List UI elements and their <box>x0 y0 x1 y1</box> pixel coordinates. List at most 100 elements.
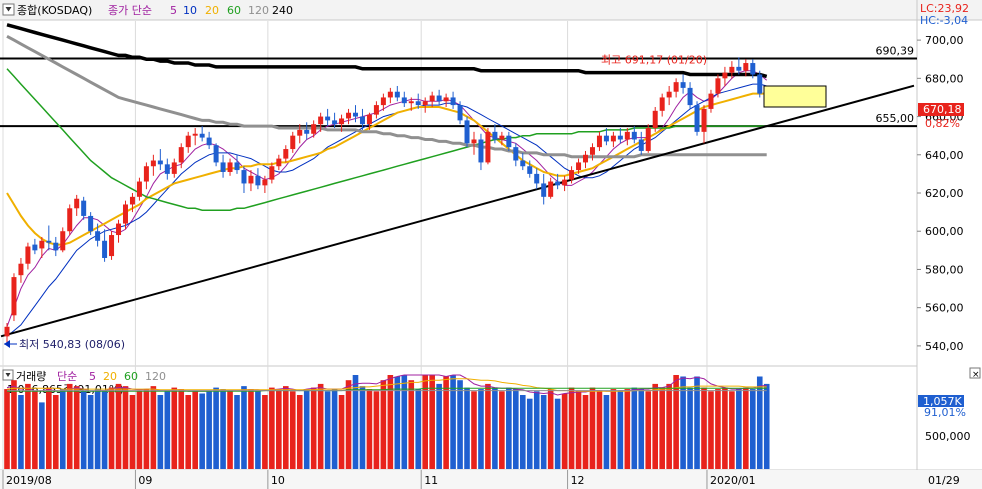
candle <box>729 61 735 79</box>
volume-close-button[interactable]: × <box>969 367 981 380</box>
volume-bar <box>59 389 66 469</box>
volume-bar <box>317 383 324 469</box>
volume-bar <box>331 389 338 469</box>
candle <box>596 131 602 151</box>
volume-bar <box>680 376 686 469</box>
candle-body <box>380 97 386 106</box>
candle-body <box>541 183 547 197</box>
candle <box>680 74 686 94</box>
current-price-badge: 670,18 0,82% <box>918 103 964 130</box>
volume-bar <box>526 398 533 469</box>
candle-body <box>576 162 582 171</box>
candle <box>116 219 122 243</box>
resistance-line-label: 690,39 <box>876 44 915 57</box>
candle <box>325 108 331 127</box>
support-line-label: 655,00 <box>876 112 915 125</box>
volume-menu-button[interactable] <box>2 369 14 381</box>
volume-bar <box>101 391 108 469</box>
volume-bar <box>269 387 275 469</box>
candle-body <box>443 97 449 102</box>
price-plot: 690,39 655,00 최고 691,17 (01/20) 최저 540,8… <box>0 23 917 351</box>
candle-body <box>199 133 205 138</box>
volume-bar <box>464 387 470 469</box>
candle <box>4 322 10 344</box>
volume-bar <box>157 395 164 469</box>
volume-bar <box>178 389 185 469</box>
candle <box>269 162 275 184</box>
volume-bar <box>164 391 171 469</box>
volume-bar <box>143 389 150 469</box>
candle <box>645 124 651 153</box>
candle <box>304 122 310 140</box>
current-price: 670,18 <box>923 103 962 116</box>
candle <box>401 91 407 107</box>
candle-body <box>680 82 686 88</box>
volume-bar <box>596 391 603 469</box>
volume-bar <box>18 395 24 469</box>
candle-body <box>353 112 358 117</box>
candle <box>109 231 115 260</box>
candle <box>122 200 128 230</box>
volume-badge: 1,057K 91,01% <box>918 395 966 419</box>
triangle-down-icon <box>5 373 11 377</box>
last-date: 01/29 <box>928 474 960 487</box>
price-tick-label: 700,00 <box>925 34 964 47</box>
candle <box>631 126 637 144</box>
time-tick-label: 10 <box>271 474 285 487</box>
candle-body <box>492 131 498 140</box>
candle <box>129 193 135 213</box>
volume-bar <box>485 383 491 469</box>
candle-body <box>262 179 268 186</box>
volume-bar <box>310 387 317 469</box>
volume-bar <box>394 376 401 469</box>
candle-body <box>339 118 345 125</box>
ma-line-5 <box>6 70 768 327</box>
volume-bar <box>694 376 700 469</box>
volume-bar <box>199 393 205 469</box>
candle <box>241 166 247 193</box>
candle-body <box>171 162 177 174</box>
candle <box>422 97 428 113</box>
candle-body <box>652 110 658 129</box>
candle-body <box>157 160 163 165</box>
candle-body <box>276 158 282 167</box>
candle <box>290 131 296 153</box>
candle-body <box>394 91 400 98</box>
volume-bar <box>666 383 672 469</box>
price-tick-label: 680,00 <box>925 72 964 85</box>
volume-bar <box>645 391 652 469</box>
volume-title: 거래량 <box>16 370 46 383</box>
change-percent: 0,82% <box>925 117 960 130</box>
trendline <box>0 84 915 338</box>
volume-ma-lines <box>6 374 767 396</box>
price-tick-label: 640,00 <box>925 149 964 162</box>
volume-bar <box>192 391 198 469</box>
candle <box>387 87 393 104</box>
volume-bar <box>359 386 366 469</box>
candle-body <box>4 326 10 337</box>
menu-arrow-button[interactable] <box>2 3 15 16</box>
candle-body <box>569 170 575 180</box>
volume-bar <box>492 387 498 469</box>
candle <box>192 128 198 146</box>
candle <box>53 236 59 257</box>
candle-body <box>464 120 470 144</box>
time-tick-label: 12 <box>571 474 585 487</box>
candle <box>415 93 421 109</box>
candle <box>311 120 317 138</box>
volume-bars <box>4 375 770 469</box>
candle <box>318 112 324 132</box>
candle <box>206 131 212 150</box>
candle-body <box>743 63 749 71</box>
volume-ma-20: 20 <box>103 370 117 383</box>
ma-legend-60: 60 <box>227 4 241 17</box>
volume-axis-tick: 500,000 <box>925 430 971 443</box>
volume-ma-line-60 <box>7 387 767 392</box>
volume-bar <box>108 387 115 469</box>
candle <box>617 128 623 144</box>
candle-body <box>116 223 122 236</box>
candle-body <box>471 139 477 144</box>
candle-body <box>373 105 379 115</box>
highlight-box[interactable] <box>763 85 827 108</box>
candle-body <box>297 129 303 136</box>
